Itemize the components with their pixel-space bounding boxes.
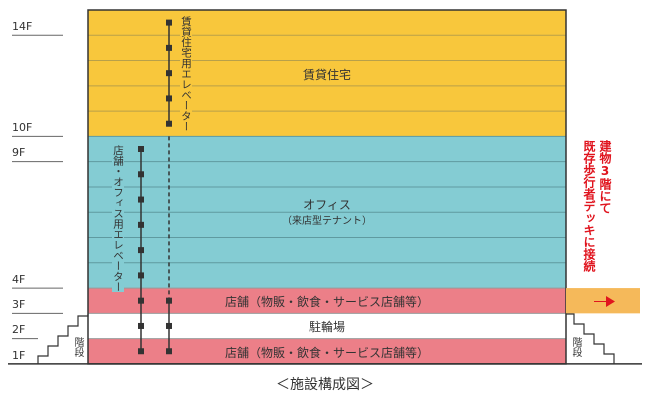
- elevator-stop-marker: [138, 171, 144, 178]
- elevator-stop-marker: [166, 322, 172, 329]
- retail-3f-label: 店舗（物販・飲食・サービス店舗等）: [224, 295, 429, 309]
- elevator-stop-marker: [138, 348, 144, 355]
- floor-label-9f: 9F: [12, 146, 26, 159]
- elevator-stop-marker: [166, 348, 172, 355]
- stairs-left-icon: [37, 314, 89, 364]
- diagram-caption: ＜施設構成図＞: [276, 377, 374, 393]
- stairs-right-icon: [566, 313, 615, 364]
- elevator-stop-marker: [166, 44, 172, 51]
- floor-label-1f: 1F: [12, 349, 26, 362]
- floor-label-10f: 10F: [12, 121, 33, 134]
- elevator-stop-marker: [166, 19, 172, 26]
- elevator-stop-marker: [166, 70, 172, 77]
- right-arrow-icon: [594, 296, 615, 307]
- floor-label-4f: 4F: [12, 273, 26, 286]
- deck-note-line1: 建物3階にて: [598, 140, 612, 214]
- floor-label-2f: 2F: [12, 323, 26, 336]
- parking-2f-label: 駐輪場: [308, 320, 345, 334]
- elevator-stop-marker: [138, 146, 144, 152]
- elevator-stop-marker: [166, 120, 172, 127]
- elevator-stop-marker: [138, 221, 144, 228]
- floor-label-3f: 3F: [12, 298, 26, 311]
- elevator-stop-marker: [166, 95, 172, 102]
- office-elevator-label: 店舗・オフィス用エレベーター: [112, 145, 124, 292]
- floor-label-14f: 14F: [12, 20, 33, 33]
- pedestrian-deck: [566, 288, 640, 314]
- elevator-stop-marker: [138, 272, 144, 279]
- elevator-stop-marker: [166, 297, 172, 304]
- residential-elevator-label: 賃貸住宅用エレベーター: [180, 16, 192, 132]
- deck-note-line2: 既存歩行者デッキに接続: [582, 140, 596, 272]
- elevator-stop-marker: [138, 247, 144, 254]
- office-sublabel: （来店型テナント）: [282, 216, 372, 227]
- residential-label: 賃貸住宅: [302, 68, 351, 82]
- office-label: オフィス: [303, 198, 351, 212]
- elevator-stop-marker: [138, 297, 144, 304]
- stairs-left-label: 階段: [72, 337, 83, 357]
- elevator-stop-marker: [138, 196, 144, 203]
- retail-1f-label: 店舗（物販・飲食・サービス店舗等）: [224, 346, 429, 360]
- elevator-stop-marker: [138, 322, 144, 329]
- stairs-right-label: 階段: [570, 337, 581, 357]
